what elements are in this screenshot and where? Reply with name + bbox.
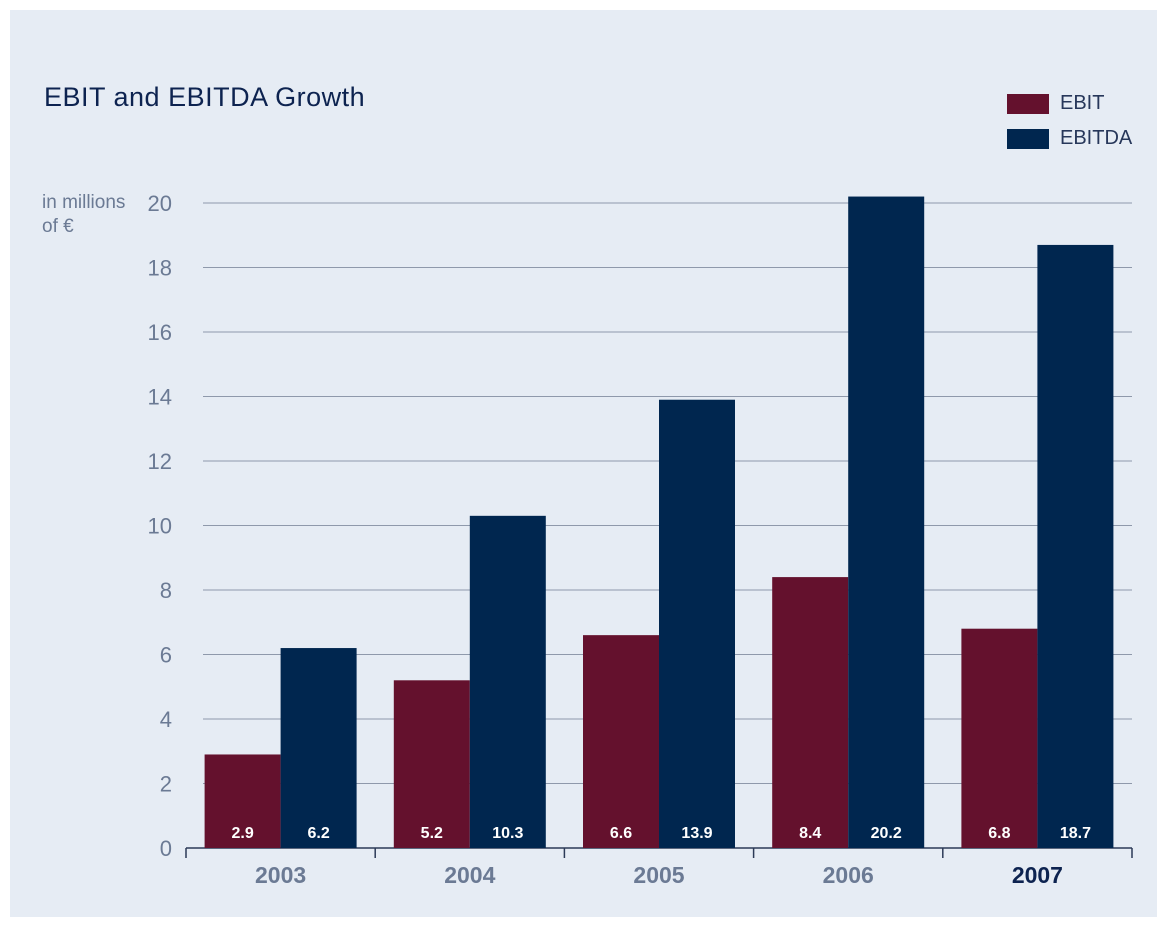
legend: EBIT EBITDA <box>1007 86 1132 156</box>
x-tick-label-2003: 2003 <box>255 862 306 888</box>
x-tick-label-2005: 2005 <box>633 862 684 888</box>
x-tick-label-2004: 2004 <box>444 862 495 888</box>
y-tick-label: 12 <box>148 449 172 474</box>
bar-ebitda-2006 <box>848 196 925 849</box>
chart-panel: EBIT and EBITDA Growth EBIT EBITDA in mi… <box>10 10 1157 917</box>
y-tick-label: 16 <box>148 320 172 345</box>
legend-item-ebitda: EBITDA <box>1007 121 1132 156</box>
x-tick-label-2007: 2007 <box>1012 862 1063 888</box>
y-tick-label: 10 <box>148 514 172 539</box>
y-tick-label: 20 <box>148 191 172 216</box>
y-axis-unit-line-2: of € <box>42 216 74 237</box>
bar-ebitda-2004 <box>469 515 546 848</box>
data-label-ebit-2003: 2.9 <box>231 825 253 842</box>
y-tick-label: 14 <box>148 385 172 410</box>
y-axis-unit-line-1: in millions <box>42 192 126 213</box>
bar-ebit-2005 <box>583 635 659 848</box>
bar-ebitda-2005 <box>659 399 735 848</box>
y-tick-label: 18 <box>148 256 172 281</box>
data-label-ebitda-2006: 20.2 <box>871 825 902 842</box>
data-label-ebitda-2004: 10.3 <box>492 825 523 842</box>
legend-swatch-ebitda <box>1007 128 1049 149</box>
y-tick-label: 2 <box>160 772 172 797</box>
bar-ebit-2003 <box>204 754 281 848</box>
x-tick-label-2006: 2006 <box>823 862 874 888</box>
y-tick-label: 0 <box>160 836 172 861</box>
data-label-ebitda-2003: 6.2 <box>307 825 329 842</box>
bar-ebit-2006 <box>772 577 849 848</box>
legend-label-ebit: EBIT <box>1060 92 1105 114</box>
data-label-ebit-2004: 5.2 <box>421 825 443 842</box>
data-label-ebitda-2005: 13.9 <box>681 825 712 842</box>
y-tick-label: 4 <box>160 707 172 732</box>
data-label-ebit-2005: 6.6 <box>610 825 632 842</box>
legend-swatch-ebit <box>1007 93 1049 114</box>
data-label-ebit-2006: 8.4 <box>799 825 821 842</box>
bar-chart-plot: 0 2 4 6 8 10 12 14 16 18 20 2.9 6.2 2003 5.2 10.3 2004 6.… <box>148 191 1133 888</box>
legend-item-ebit: EBIT <box>1007 86 1132 121</box>
bar-ebitda-2003 <box>280 648 357 848</box>
legend-label-ebitda: EBITDA <box>1060 127 1133 149</box>
y-tick-label: 8 <box>160 578 172 603</box>
y-tick-label: 6 <box>160 643 172 668</box>
bar-ebit-2004 <box>393 680 470 848</box>
bar-ebitda-2007 <box>1037 244 1114 849</box>
bar-ebit-2007 <box>961 628 1038 848</box>
data-label-ebitda-2007: 18.7 <box>1060 825 1091 842</box>
y-axis-unit-label: in millions of € <box>42 191 125 239</box>
data-label-ebit-2007: 6.8 <box>988 825 1010 842</box>
chart-title: EBIT and EBITDA Growth <box>44 82 366 112</box>
